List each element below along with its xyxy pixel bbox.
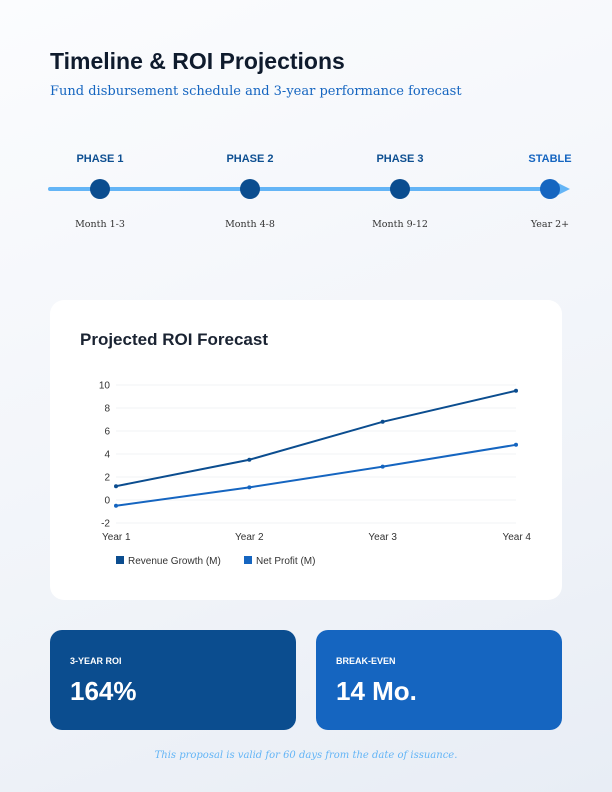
y-tick-label: 4 bbox=[104, 450, 110, 461]
x-tick-label: Year 2 bbox=[235, 532, 264, 543]
legend-label: Net Profit (M) bbox=[256, 556, 315, 567]
kpi-label: BREAK-EVEN bbox=[336, 656, 396, 666]
page-title: Timeline & ROI Projections bbox=[50, 48, 345, 74]
y-tick-label: 10 bbox=[99, 381, 111, 392]
legend-label: Revenue Growth (M) bbox=[128, 556, 221, 567]
data-point bbox=[380, 464, 385, 469]
timeline-phase-label: STABLE bbox=[528, 153, 572, 165]
kpi-card-roi: 3-YEAR ROI 164% bbox=[50, 630, 296, 730]
timeline-period: Year 2+ bbox=[530, 219, 570, 230]
x-tick-label: Year 3 bbox=[368, 532, 397, 543]
y-tick-label: 0 bbox=[104, 496, 110, 507]
y-tick-label: 8 bbox=[104, 404, 110, 415]
timeline-phase-label: PHASE 3 bbox=[376, 153, 424, 165]
y-tick-label: -2 bbox=[101, 519, 110, 530]
legend-swatch bbox=[116, 556, 124, 564]
kpi-value: 164% bbox=[70, 676, 137, 706]
timeline-phase-label: PHASE 1 bbox=[76, 153, 124, 165]
chart-title: Projected ROI Forecast bbox=[80, 330, 269, 349]
timeline-dot bbox=[390, 179, 410, 199]
data-point bbox=[247, 457, 252, 462]
page-subtitle: Fund disbursement schedule and 3-year pe… bbox=[50, 84, 462, 99]
kpi-value: 14 Mo. bbox=[336, 676, 417, 706]
series-line bbox=[115, 443, 517, 507]
timeline-dot bbox=[90, 179, 110, 199]
data-point bbox=[514, 388, 518, 393]
x-tick-label: Year 4 bbox=[502, 532, 531, 543]
kpi-label: 3-YEAR ROI bbox=[70, 656, 122, 666]
data-point bbox=[114, 484, 118, 489]
data-point bbox=[380, 419, 385, 424]
x-tick-label: Year 1 bbox=[102, 532, 131, 543]
timeline-period: Month 9-12 bbox=[372, 219, 428, 230]
timeline-dot bbox=[240, 179, 260, 199]
y-tick-label: 2 bbox=[104, 473, 110, 484]
timeline-track bbox=[48, 187, 560, 191]
legend-swatch bbox=[244, 556, 252, 564]
timeline-arrow-icon bbox=[558, 183, 570, 195]
timeline-phase-label: PHASE 2 bbox=[226, 153, 274, 165]
series-line bbox=[115, 389, 517, 488]
kpi-card-break-even: BREAK-EVEN 14 Mo. bbox=[316, 630, 562, 730]
y-tick-label: 6 bbox=[104, 427, 110, 438]
timeline-period: Month 1-3 bbox=[75, 219, 125, 230]
timeline-period: Month 4-8 bbox=[225, 219, 275, 230]
data-point bbox=[114, 503, 118, 508]
data-point bbox=[514, 442, 518, 447]
data-point bbox=[247, 485, 252, 490]
footer-note: This proposal is valid for 60 days from … bbox=[154, 750, 458, 761]
chart-card bbox=[50, 300, 562, 600]
timeline-dot bbox=[540, 179, 560, 199]
